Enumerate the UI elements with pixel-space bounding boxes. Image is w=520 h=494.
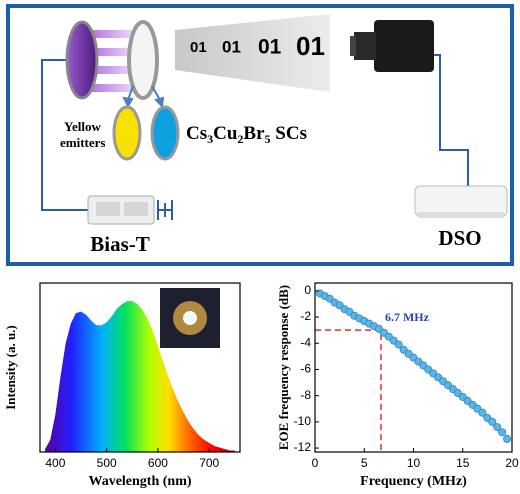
y-tick-label: -12 — [294, 440, 312, 454]
formula-part: Cu — [213, 123, 238, 144]
formula-part: Br — [243, 123, 265, 144]
crystal-label: Cs3Cu2Br5 SCs — [186, 123, 307, 145]
data-point — [498, 428, 507, 437]
y-tick-label: 0 — [304, 283, 311, 297]
bit-label: 01 — [296, 31, 325, 61]
scope-label: DSO — [438, 226, 481, 250]
y-axis-label: EOE frequency response (dB) — [276, 285, 291, 450]
x-tick-label: 400 — [45, 456, 65, 470]
setup-diagram: Yellow emitters Cs3Cu2Br5 SCs Bias-T DSO… — [6, 4, 514, 266]
led-photo — [183, 311, 197, 325]
x-tick-label: 10 — [407, 456, 421, 470]
x-tick-label: 20 — [505, 456, 519, 470]
signal-banner — [175, 14, 330, 92]
y-tick-label: -8 — [300, 388, 311, 402]
formula-part: 2 — [237, 132, 243, 146]
plot-frame — [39, 282, 241, 453]
bias-label: Bias-T — [90, 232, 150, 256]
emitter-label: Yellow — [64, 119, 101, 134]
annotation-line — [315, 329, 382, 452]
y-tick-label: -4 — [300, 335, 311, 349]
wire — [410, 54, 469, 186]
y-tick-label: -2 — [300, 309, 311, 323]
bias-tee-device — [87, 195, 155, 225]
emitter-label: emitters — [60, 135, 105, 150]
data-point — [503, 434, 512, 443]
x-axis-label: Frequency (MHz) — [360, 474, 467, 489]
x-tick-label: 0 — [312, 456, 319, 470]
bit-label: 01 — [190, 39, 207, 56]
y-tick-label: -10 — [294, 414, 312, 428]
yellow-emitter — [112, 105, 142, 161]
filter-ring — [127, 20, 159, 100]
data-point — [493, 423, 502, 432]
x-tick-label: 15 — [456, 456, 470, 470]
wire — [41, 59, 88, 211]
beams — [88, 30, 136, 92]
bit-label: 01 — [258, 36, 282, 59]
annotation-label: 6.7 MHz — [385, 310, 430, 324]
frame — [6, 4, 514, 266]
y-axis-label: Intensity (a. u.) — [3, 325, 18, 410]
x-tick-label: 600 — [148, 456, 168, 470]
formula-part: 5 — [265, 132, 271, 146]
data-point — [478, 408, 487, 417]
battery — [157, 200, 173, 220]
x-tick-label: 500 — [97, 456, 117, 470]
blue-crystal — [150, 105, 180, 161]
oscilloscope — [414, 185, 508, 218]
camera — [350, 20, 434, 72]
formula-part: 3 — [207, 132, 213, 146]
bit-label: 01 — [222, 37, 241, 56]
data-point — [394, 340, 403, 349]
spectrum-area — [45, 301, 235, 452]
x-tick-label: 700 — [199, 456, 219, 470]
arrows — [122, 85, 165, 109]
data-point — [488, 417, 497, 426]
formula-part: Cs — [186, 123, 207, 144]
y-tick-label: -6 — [300, 362, 311, 376]
led-lens — [65, 20, 99, 100]
x-tick-label: 5 — [361, 456, 368, 470]
x-axis-label: Wavelength (nm) — [88, 474, 191, 489]
formula-part: SCs — [271, 123, 307, 144]
